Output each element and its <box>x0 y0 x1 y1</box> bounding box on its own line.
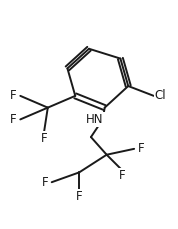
Text: F: F <box>119 169 126 182</box>
Text: F: F <box>10 89 17 102</box>
Text: F: F <box>76 191 82 203</box>
Text: F: F <box>138 142 144 155</box>
Text: F: F <box>10 113 17 126</box>
Text: F: F <box>41 131 47 144</box>
Text: HN: HN <box>86 113 104 126</box>
Text: Cl: Cl <box>155 89 166 102</box>
Text: F: F <box>41 176 48 189</box>
